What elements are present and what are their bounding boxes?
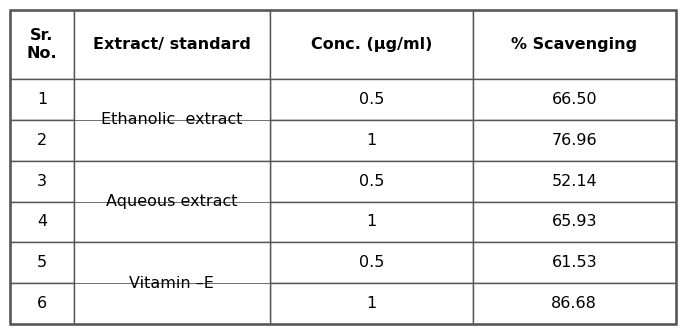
Text: Ethanolic  extract: Ethanolic extract <box>101 113 242 127</box>
Bar <box>10 161 73 201</box>
Bar <box>270 201 473 242</box>
Text: 65.93: 65.93 <box>552 214 597 229</box>
Bar <box>10 10 73 79</box>
Text: 1: 1 <box>366 133 377 148</box>
Text: 0.5: 0.5 <box>359 92 384 107</box>
Text: % Scavenging: % Scavenging <box>511 37 637 52</box>
Bar <box>73 10 270 79</box>
Text: Conc. (µg/ml): Conc. (µg/ml) <box>311 37 432 52</box>
Bar <box>270 10 473 79</box>
Text: 3: 3 <box>37 174 47 189</box>
Bar <box>10 283 73 324</box>
Text: Sr.
No.: Sr. No. <box>27 28 57 61</box>
Bar <box>473 201 676 242</box>
Bar <box>270 79 473 120</box>
Bar <box>270 283 473 324</box>
Text: 61.53: 61.53 <box>552 255 597 270</box>
Bar <box>270 242 473 283</box>
Bar <box>10 120 73 161</box>
Bar <box>270 120 473 161</box>
Text: 0.5: 0.5 <box>359 174 384 189</box>
Bar <box>73 79 270 161</box>
Text: 76.96: 76.96 <box>552 133 597 148</box>
Bar <box>10 242 73 283</box>
Text: 0.5: 0.5 <box>359 255 384 270</box>
Bar <box>473 242 676 283</box>
Text: 1: 1 <box>366 214 377 229</box>
Bar <box>473 120 676 161</box>
Bar <box>73 161 270 242</box>
Bar <box>473 161 676 201</box>
Text: Vitamin –E: Vitamin –E <box>129 276 214 291</box>
Bar <box>473 79 676 120</box>
Bar <box>270 161 473 201</box>
Text: 2: 2 <box>37 133 47 148</box>
Bar <box>73 242 270 324</box>
Text: 52.14: 52.14 <box>552 174 597 189</box>
Text: 66.50: 66.50 <box>552 92 597 107</box>
Bar <box>10 79 73 120</box>
Bar <box>473 283 676 324</box>
Bar <box>473 10 676 79</box>
Text: Aqueous extract: Aqueous extract <box>106 194 237 209</box>
Bar <box>10 201 73 242</box>
Text: Extract/ standard: Extract/ standard <box>93 37 250 52</box>
Text: 86.68: 86.68 <box>552 296 598 311</box>
Text: 1: 1 <box>366 296 377 311</box>
Text: 1: 1 <box>37 92 47 107</box>
Text: 4: 4 <box>37 214 47 229</box>
Text: 5: 5 <box>37 255 47 270</box>
Text: 6: 6 <box>37 296 47 311</box>
